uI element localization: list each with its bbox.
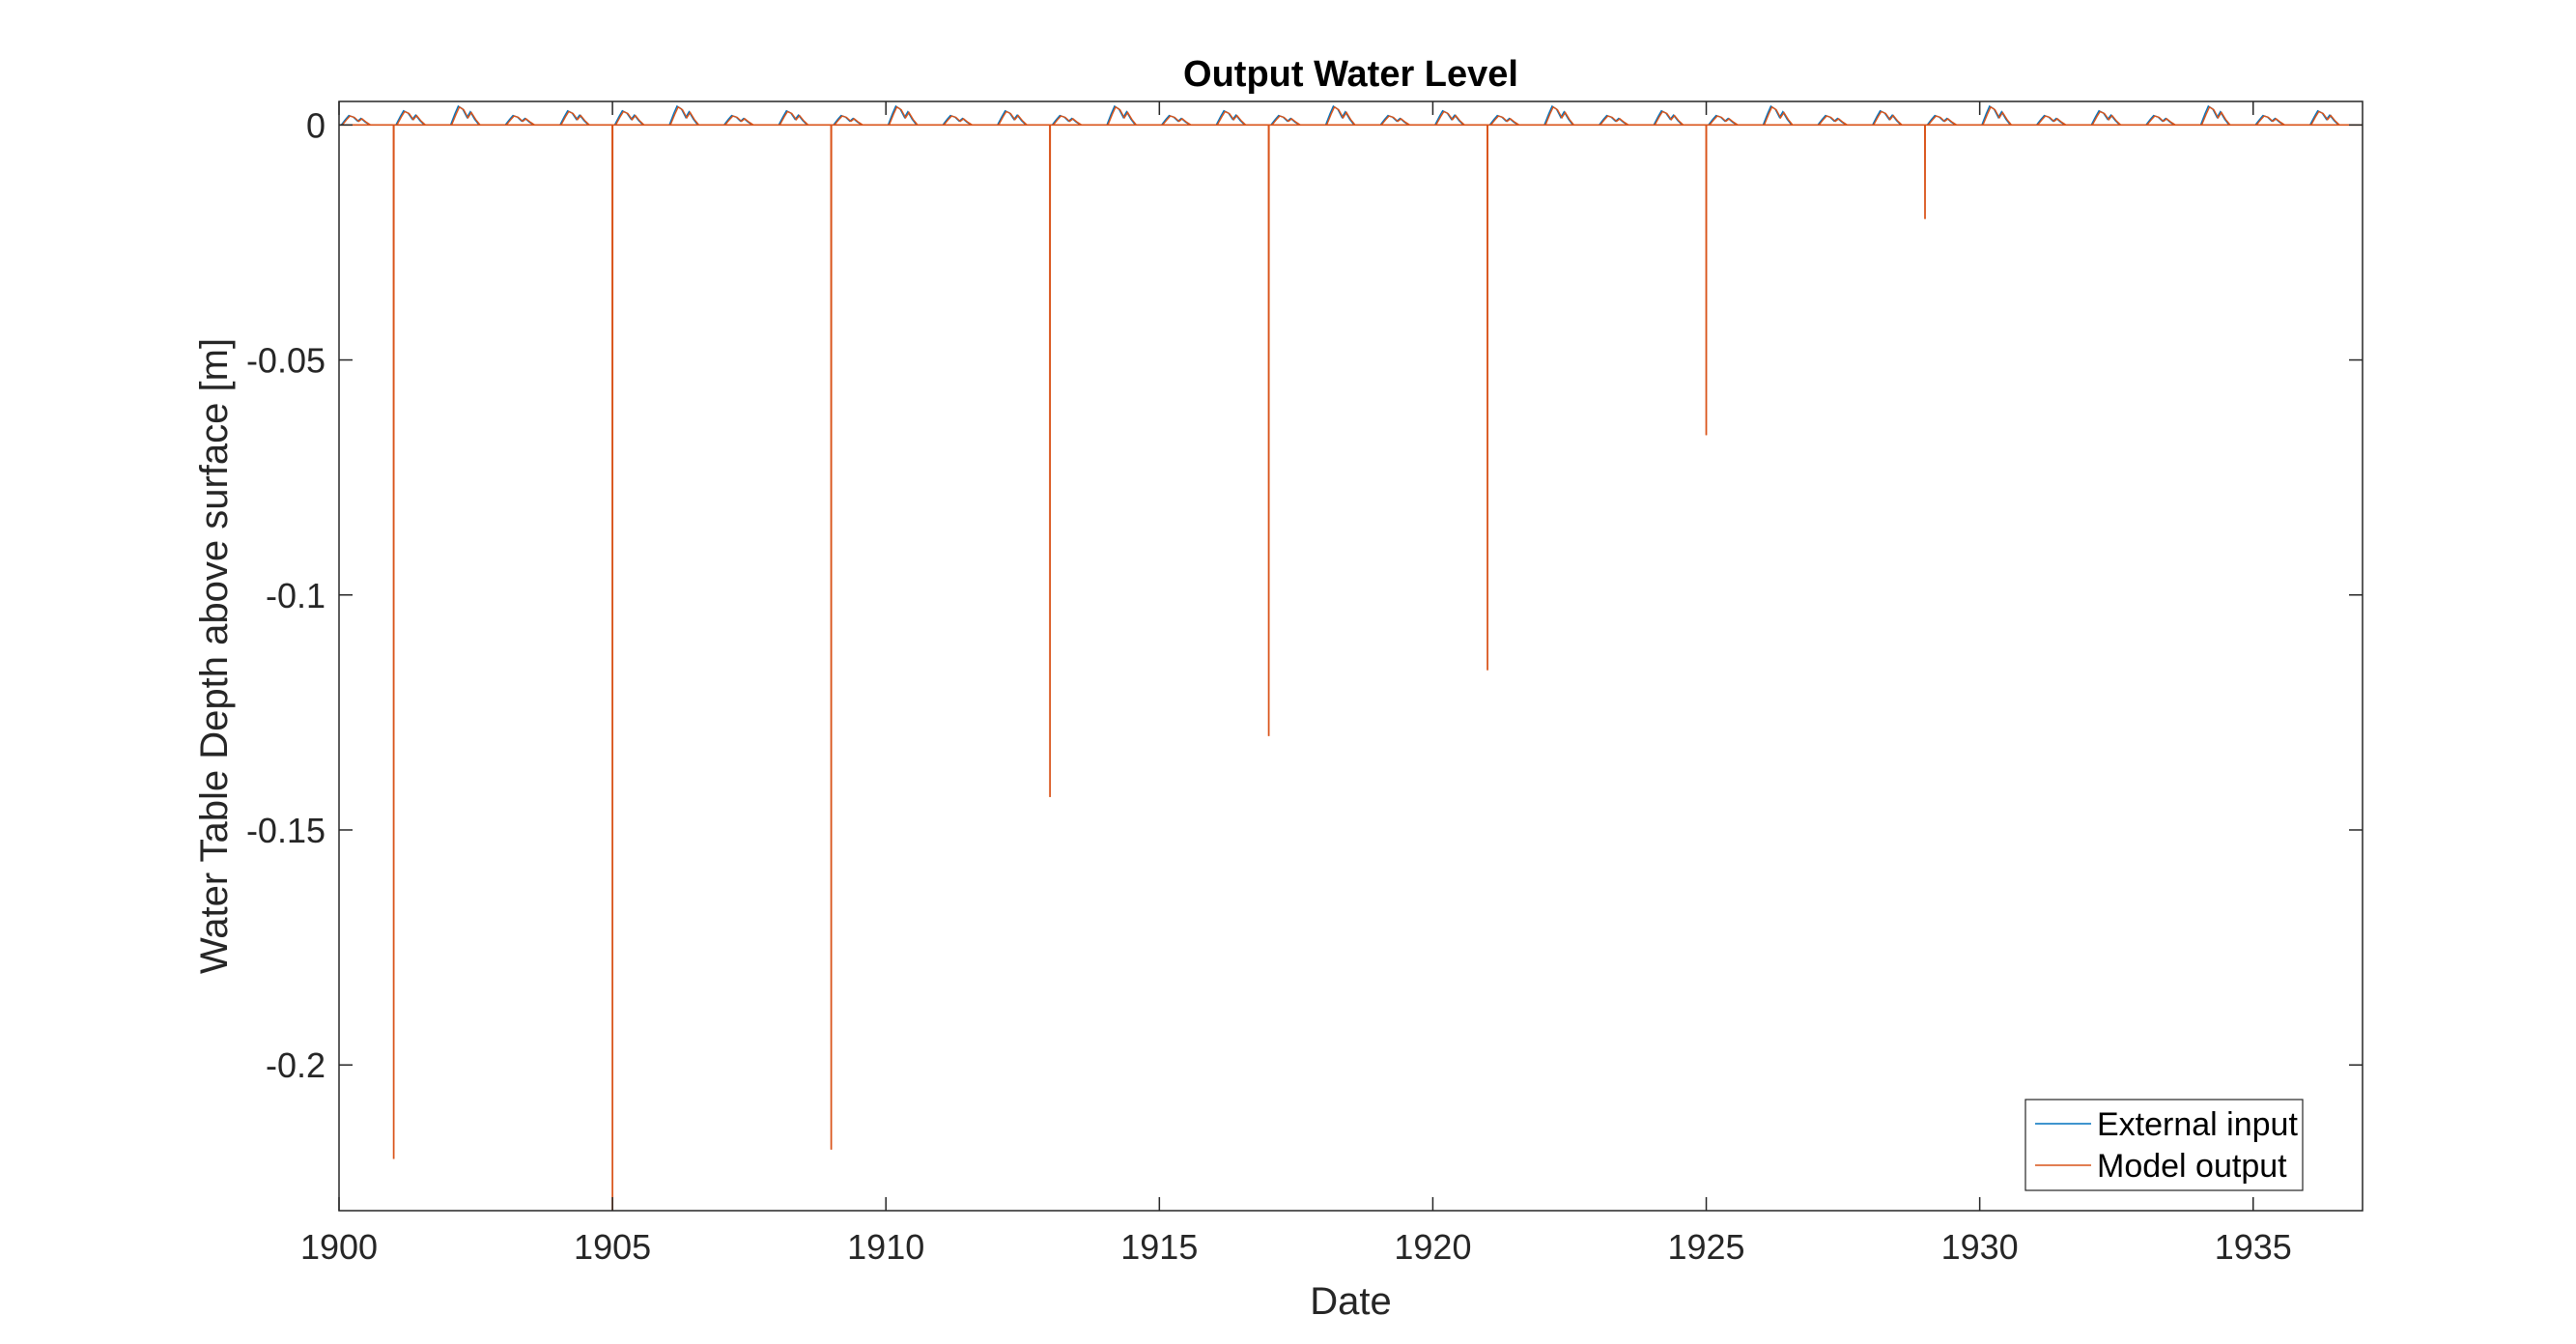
legend-label-external-input: External input xyxy=(2097,1106,2298,1143)
plot-area xyxy=(339,101,2363,1211)
plot-border xyxy=(338,100,2364,1212)
series-layer xyxy=(339,104,2363,1212)
y-tick-label: -0.15 xyxy=(246,811,326,850)
x-tick-label: 1910 xyxy=(847,1227,924,1267)
legend: External input Model output xyxy=(2024,1099,2304,1191)
x-tick-label: 1930 xyxy=(1941,1227,2019,1267)
ticks-layer: 1900 1905 1910 1915 1920 1925 1930 1935 0 -0.05 -0… xyxy=(246,101,2363,1267)
x-tick-label: 1920 xyxy=(1394,1227,1471,1267)
y-tick-label: -0.05 xyxy=(246,341,326,381)
y-tick-label: -0.2 xyxy=(266,1045,326,1085)
x-axis-title: Date xyxy=(1310,1280,1392,1323)
x-tick-label: 1915 xyxy=(1120,1227,1198,1267)
x-tick-label: 1935 xyxy=(2215,1227,2292,1267)
x-tick-label: 1905 xyxy=(574,1227,651,1267)
chart-title: Output Water Level xyxy=(1183,54,1518,95)
y-tick-label: -0.1 xyxy=(266,576,326,615)
x-tick-label: 1925 xyxy=(1667,1227,1744,1267)
legend-box xyxy=(2024,1099,2304,1191)
legend-label-model-output: Model output xyxy=(2097,1148,2287,1185)
x-tick-label: 1900 xyxy=(300,1227,378,1267)
y-tick-label: 0 xyxy=(306,105,326,145)
y-axis-title: Water Table Depth above surface [m] xyxy=(193,338,236,974)
